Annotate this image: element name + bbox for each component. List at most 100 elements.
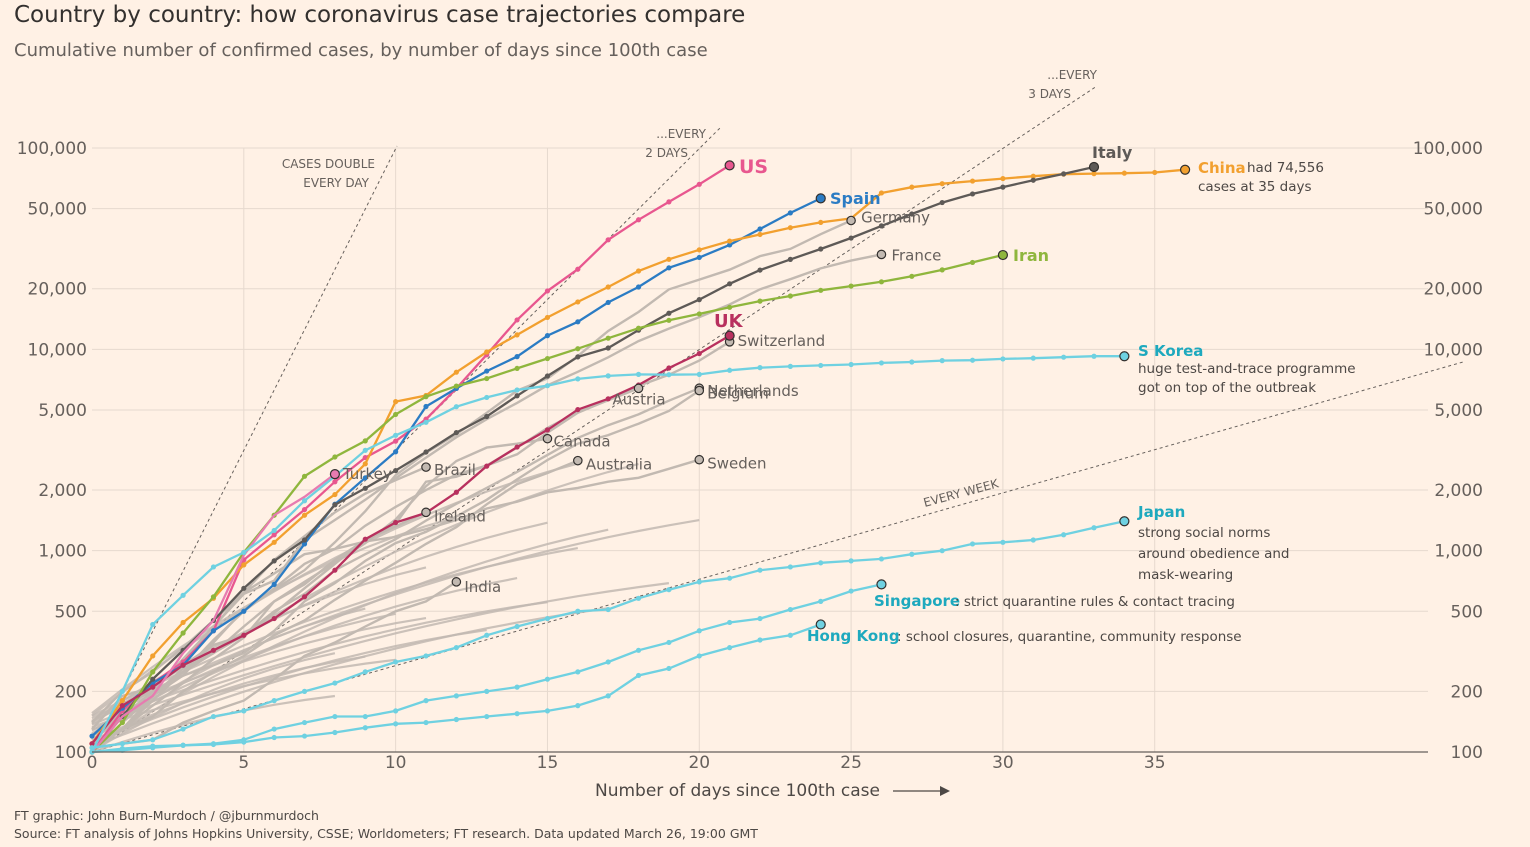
annotation-s-korea: got on top of the outbreak — [1138, 380, 1316, 396]
y-tick-label-right: 50,000 — [1424, 200, 1483, 220]
data-point-china — [787, 225, 793, 231]
y-tick-label-right: 20,000 — [1424, 280, 1483, 300]
label-germany: Germany — [861, 209, 930, 227]
endpoint-australia — [573, 455, 583, 466]
data-point-spain — [393, 449, 399, 455]
double-every-3-days-label: 3 DAYS — [1028, 87, 1071, 101]
data-point-hong-kong — [696, 653, 702, 659]
data-point-china — [696, 247, 702, 253]
data-point-china — [878, 190, 885, 196]
data-point-uk — [119, 703, 125, 709]
x-axis-arrow — [893, 786, 950, 796]
data-point-uk — [575, 406, 581, 413]
grey-series-line-ireland — [91, 511, 427, 745]
data-point-italy — [271, 558, 277, 564]
data-point-japan — [180, 726, 186, 732]
data-point-china — [180, 619, 186, 626]
data-point-singapore — [727, 619, 733, 626]
data-point-italy — [1061, 171, 1067, 177]
data-point-china — [1152, 169, 1158, 176]
data-point-hong-kong — [241, 739, 247, 745]
label-switzerland: Switzerland — [738, 332, 826, 350]
data-point-italy — [969, 191, 976, 197]
y-tick-label-left: 100 — [55, 743, 87, 763]
data-point-iran — [605, 335, 611, 341]
y-tick-label-right: 100 — [1451, 743, 1483, 763]
data-point-uk — [696, 350, 702, 357]
data-point-s-korea — [1030, 355, 1036, 361]
data-point-spain — [544, 333, 551, 339]
data-point-singapore — [787, 606, 793, 613]
data-point-italy — [241, 585, 247, 591]
y-tick-label-right: 10,000 — [1424, 340, 1483, 360]
data-point-s-korea — [575, 376, 581, 382]
data-point-china — [1000, 175, 1006, 182]
data-point-japan — [210, 713, 217, 720]
data-point-iran — [939, 267, 945, 273]
data-point-us — [514, 317, 520, 323]
data-point-china — [241, 562, 247, 568]
data-point-hong-kong — [453, 716, 459, 723]
data-point-singapore — [453, 693, 459, 699]
data-point-uk — [150, 684, 156, 690]
data-point-italy — [423, 449, 429, 455]
label-france: France — [891, 246, 941, 264]
y-tick-label-right: 1,000 — [1434, 542, 1483, 562]
double-every-3-days-label: ...EVERY — [1047, 68, 1097, 82]
data-point-s-korea — [818, 362, 824, 369]
data-point-us — [332, 479, 338, 485]
x-tick-label: 30 — [992, 753, 1014, 773]
data-point-italy — [939, 199, 945, 206]
double-every-2-days-label: 2 DAYS — [645, 146, 688, 160]
data-point-singapore — [635, 647, 642, 653]
data-point-japan — [727, 575, 733, 581]
data-point-s-korea — [271, 527, 277, 534]
x-tick-label: 5 — [238, 753, 249, 773]
x-tick-label: 0 — [87, 753, 98, 773]
data-point-s-korea — [150, 621, 156, 628]
data-point-china — [453, 369, 459, 375]
data-point-s-korea — [119, 688, 125, 694]
annotation-s-korea: huge test-and-trace programme — [1138, 361, 1356, 377]
endpoint-belgium — [694, 385, 705, 396]
data-point-s-korea — [878, 360, 885, 366]
data-point-spain — [301, 541, 308, 547]
data-point-iran — [180, 630, 186, 636]
data-point-s-korea — [393, 432, 399, 438]
annotation-china: cases at 35 days — [1198, 179, 1312, 195]
data-point-uk — [241, 632, 247, 638]
endpoint-france — [876, 249, 887, 260]
data-point-iran — [484, 375, 490, 382]
data-point-hong-kong — [605, 693, 611, 699]
data-point-spain — [210, 628, 217, 634]
label-sweden: Sweden — [707, 455, 766, 473]
double-every-2-days-label: ...EVERY — [656, 127, 706, 141]
data-point-uk — [605, 396, 611, 402]
data-point-s-korea — [848, 361, 854, 368]
label-s-korea: S Korea — [1138, 342, 1203, 360]
label-india: India — [464, 578, 501, 596]
endpoint-austria — [633, 383, 644, 394]
data-point-s-korea — [635, 371, 642, 377]
data-point-singapore — [818, 598, 824, 604]
data-point-spain — [575, 319, 581, 325]
series-line-s-korea — [90, 355, 1125, 753]
data-point-japan — [423, 653, 429, 659]
footer-credit: FT graphic: John Burn-Murdoch / @jburnmu… — [14, 808, 319, 823]
data-point-hong-kong — [757, 637, 763, 643]
data-point-spain — [635, 284, 642, 290]
data-point-italy — [666, 310, 672, 316]
annotation-hong-kong: : school closures, quarantine, community… — [897, 629, 1242, 645]
grey-series-line-belgium — [91, 389, 700, 745]
data-point-s-korea — [362, 447, 368, 453]
data-point-s-korea — [1061, 354, 1067, 360]
series-line-singapore — [91, 583, 882, 754]
data-point-us — [393, 438, 399, 444]
data-point-s-korea — [301, 498, 308, 504]
data-point-china — [1091, 171, 1097, 177]
endpoint-sweden — [694, 454, 705, 465]
series-line-italy — [91, 165, 1095, 753]
endpoint-ireland — [421, 507, 431, 518]
x-tick-label: 15 — [537, 753, 559, 773]
data-point-iran — [848, 283, 854, 289]
